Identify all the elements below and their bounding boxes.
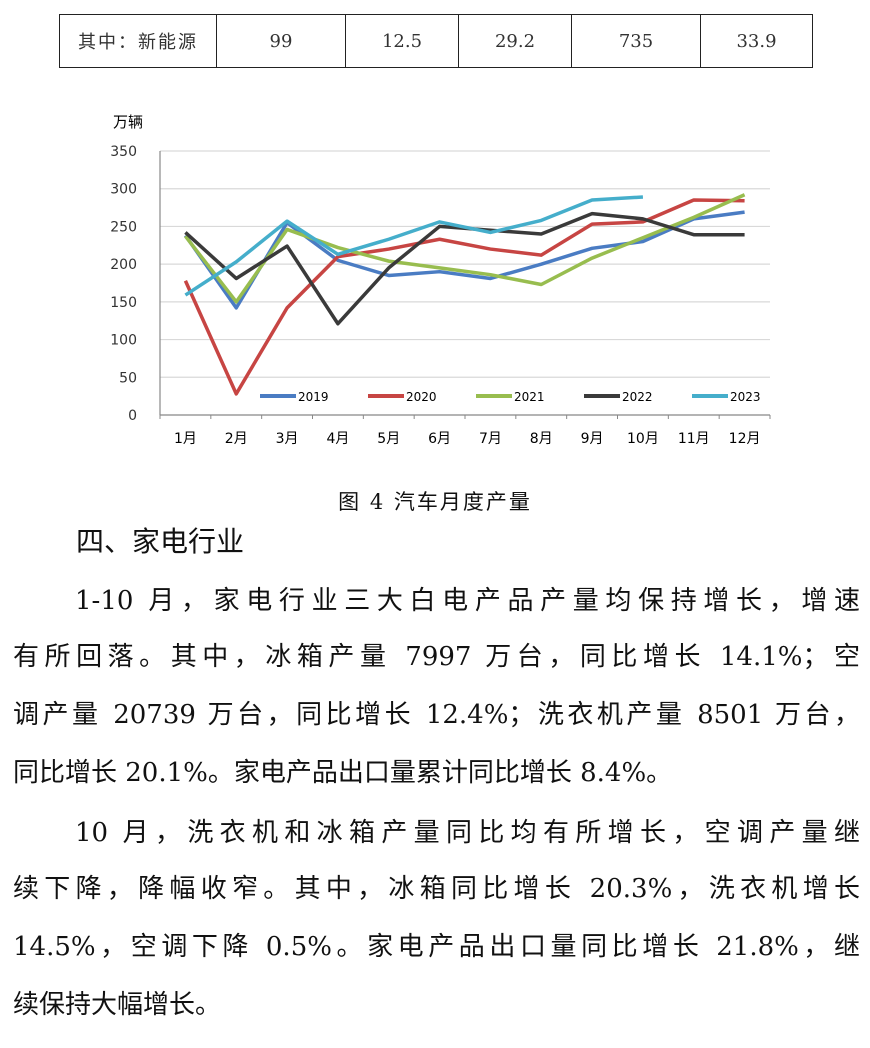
- y-tick-label: 0: [128, 408, 137, 424]
- figure-caption: 图 4 汽车月度产量: [338, 490, 532, 514]
- paragraph-line: 同比增长 20.1%。家电产品出口量累计同比增长 8.4%。: [13, 758, 673, 788]
- x-tick-label: 12月: [729, 431, 761, 447]
- section-heading: 四、家电行业: [76, 525, 245, 558]
- y-tick-label: 150: [110, 295, 137, 311]
- table-cell: 33.9: [700, 14, 813, 68]
- series-line-2021: [184, 193, 746, 304]
- x-tick-label: 1月: [174, 431, 197, 447]
- y-tick-label: 50: [119, 370, 137, 386]
- table-cell: 735: [571, 14, 701, 68]
- legend-label: 2023: [730, 390, 761, 404]
- legend-label: 2020: [406, 390, 437, 404]
- x-tick-label: 3月: [276, 431, 299, 447]
- paragraph-line: 续保持大幅增长。: [13, 990, 222, 1020]
- x-tick-label: 10月: [627, 431, 659, 447]
- paragraph-line: 10 月，洗衣机和冰箱产量同比均有所增长，空调产量继: [75, 818, 860, 848]
- series-line-2020: [183, 198, 745, 396]
- y-axis-label: 万辆: [113, 113, 143, 131]
- line-chart: 万辆 0 50 100 150 200 250 300 350 1月 2月 3月 4月 5月 6月 7月 8月 9…: [110, 113, 771, 447]
- data-table: 其中：新能源 99 12.5 29.2 735 33.9: [59, 14, 813, 68]
- x-tick-label: 11月: [678, 431, 710, 447]
- y-tick-label: 200: [110, 257, 137, 273]
- x-tick-label: 8月: [530, 431, 553, 447]
- table-cell: 29.2: [458, 14, 572, 68]
- y-tick-label: 100: [110, 333, 137, 349]
- x-tick-label: 6月: [428, 431, 451, 447]
- table-row: 其中：新能源 99 12.5 29.2 735 33.9: [59, 14, 813, 68]
- legend-label: 2019: [298, 390, 329, 404]
- x-tick-label: 4月: [326, 431, 349, 447]
- table-cell: 12.5: [345, 14, 459, 68]
- x-tick-label: 2月: [225, 431, 248, 447]
- paragraph-line: 续下降，降幅收窄。其中，冰箱同比增长 20.3%，洗衣机增长: [13, 874, 860, 904]
- x-tick-label: 5月: [377, 431, 400, 447]
- table-cell: 其中：新能源: [59, 14, 217, 68]
- paragraph-line: 调产量 20739 万台，同比增长 12.4%；洗衣机产量 8501 万台，: [13, 700, 860, 730]
- series-line-2019: [183, 210, 745, 310]
- legend-label: 2022: [622, 390, 653, 404]
- x-tick-label: 9月: [581, 431, 604, 447]
- series-line-2023: [184, 195, 644, 297]
- y-tick-label: 250: [110, 219, 137, 235]
- y-tick-label: 350: [110, 144, 137, 160]
- x-tick-label: 7月: [479, 431, 502, 447]
- table-cell: 99: [216, 14, 346, 68]
- paragraph-line: 有所回落。其中，冰箱产量 7997 万台，同比增长 14.1%；空: [13, 642, 860, 672]
- legend-label: 2021: [514, 390, 545, 404]
- y-tick-label: 300: [110, 182, 137, 198]
- paragraph-line: 14.5%，空调下降 0.5%。家电产品出口量同比增长 21.8%，继: [13, 932, 860, 962]
- paragraph-line: 1-10 月，家电行业三大白电产品产量均保持增长，增速: [75, 586, 860, 616]
